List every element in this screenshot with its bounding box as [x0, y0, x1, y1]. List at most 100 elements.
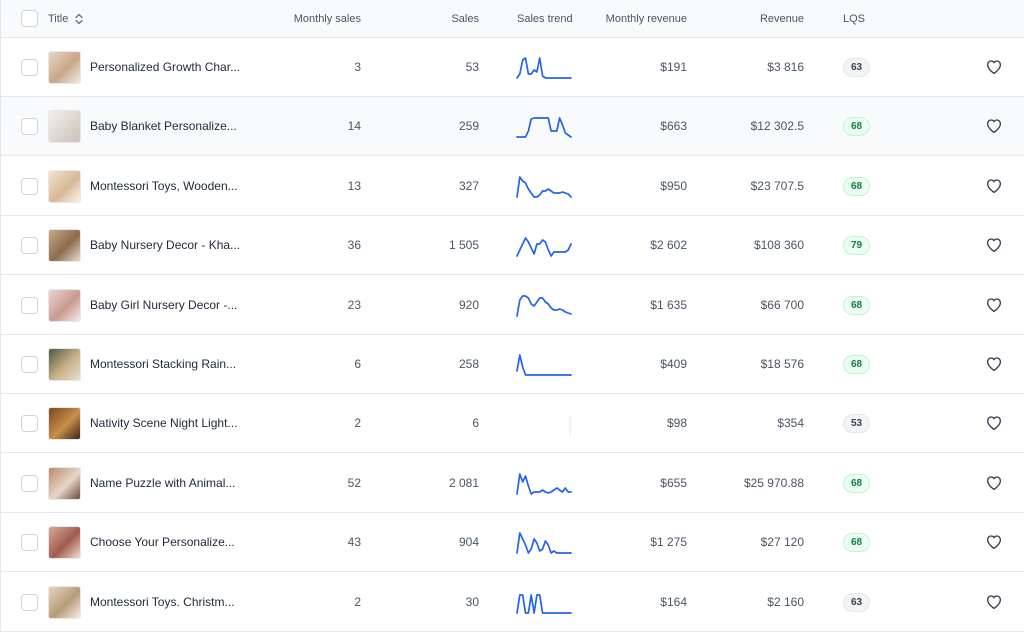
- sparkline-path: [516, 532, 572, 555]
- monthly-sales-value: 43: [347, 535, 361, 550]
- sales-value: 258: [458, 357, 479, 371]
- monthly-sales-value: 13: [347, 178, 361, 193]
- select-all-checkbox[interactable]: [21, 10, 38, 27]
- revenue-value: $354: [777, 416, 804, 431]
- product-thumbnail[interactable]: [48, 466, 81, 500]
- sort-icon[interactable]: [75, 13, 84, 25]
- product-thumbnail[interactable]: [48, 110, 81, 144]
- table-row[interactable]: Baby Girl Nursery Decor -... 23 920 $1 635 $…: [1, 275, 1024, 335]
- lqs-column-header[interactable]: LQS: [843, 13, 866, 25]
- sales-trend-sparkline: [516, 57, 572, 79]
- row-checkbox[interactable]: [21, 177, 38, 195]
- table-row[interactable]: Baby Blanket Personalize... 14 259 $663 $12 …: [1, 97, 1024, 157]
- sales-trend-sparkline: [516, 472, 572, 495]
- product-thumbnail[interactable]: [48, 169, 81, 203]
- sales-value: 327: [458, 178, 479, 193]
- row-checkbox[interactable]: [21, 474, 38, 492]
- sales-column-header[interactable]: Sales: [451, 13, 479, 25]
- revenue-value: $27 120: [760, 535, 804, 550]
- sales-trend-sparkline: [516, 354, 572, 376]
- table-row[interactable]: Montessori Toys, Wooden... 13 327 $950 $23 7…: [1, 156, 1024, 216]
- heart-icon[interactable]: [985, 58, 1003, 76]
- monthly-sales-value: 36: [347, 238, 361, 253]
- table-row[interactable]: Montessori Toys. Christm... 2 30 $164 $2 160…: [1, 572, 1024, 632]
- sparkline-path: [516, 472, 572, 495]
- product-thumbnail[interactable]: [48, 407, 81, 441]
- product-title[interactable]: Choose Your Personalize...: [90, 535, 235, 550]
- product-thumbnail[interactable]: [48, 51, 81, 84]
- sales-trend-sparkline: [516, 593, 572, 614]
- heart-icon[interactable]: [985, 474, 1003, 492]
- product-title[interactable]: Baby Girl Nursery Decor -...: [90, 297, 238, 312]
- monthly-revenue-column-header[interactable]: Monthly revenue: [605, 13, 687, 25]
- row-checkbox[interactable]: [21, 237, 38, 255]
- product-title[interactable]: Baby Blanket Personalize...: [90, 119, 237, 134]
- product-title[interactable]: Name Puzzle with Animal...: [90, 475, 236, 490]
- product-thumbnail[interactable]: [48, 229, 81, 263]
- heart-icon[interactable]: [985, 117, 1003, 135]
- table-row[interactable]: Montessori Stacking Rain... 6 258 $409 $18 5…: [1, 335, 1024, 394]
- product-title[interactable]: Montessori Toys, Wooden...: [90, 178, 238, 193]
- sparkline-path: [516, 294, 572, 317]
- product-thumbnail[interactable]: [48, 585, 81, 619]
- sales-trend-sparkline: [569, 416, 571, 437]
- monthly-revenue-value: $2 602: [650, 238, 687, 253]
- table-row[interactable]: Personalized Growth Char... 3 53 $191 $3 816…: [1, 38, 1024, 97]
- heart-icon[interactable]: [985, 593, 1003, 611]
- monthly-revenue-value: $1 635: [650, 297, 687, 312]
- heart-icon[interactable]: [985, 236, 1003, 254]
- heart-icon[interactable]: [985, 355, 1003, 373]
- sparkline-path: [516, 175, 572, 198]
- monthly-sales-column-header[interactable]: Monthly sales: [293, 13, 361, 25]
- product-title[interactable]: Baby Nursery Decor - Kha...: [90, 238, 241, 253]
- sales-trend-column-header: Sales trend: [517, 13, 573, 25]
- heart-icon[interactable]: [985, 533, 1003, 551]
- row-checkbox[interactable]: [21, 534, 38, 552]
- revenue-column-header[interactable]: Revenue: [759, 13, 804, 25]
- product-title[interactable]: Nativity Scene Night Light...: [90, 416, 238, 431]
- sparkline-path: [516, 57, 572, 79]
- monthly-revenue-value: $409: [660, 357, 687, 371]
- lqs-badge: 68: [843, 473, 870, 493]
- table-row[interactable]: Baby Nursery Decor - Kha... 36 1 505 $2 602…: [1, 216, 1024, 276]
- lqs-badge: 79: [843, 236, 870, 256]
- sales-value: 6: [472, 416, 479, 431]
- sales-trend-sparkline: [516, 532, 572, 555]
- heart-icon[interactable]: [985, 414, 1003, 432]
- sales-trend-sparkline: [516, 237, 572, 258]
- product-title[interactable]: Montessori Toys. Christm...: [90, 594, 235, 609]
- row-checkbox[interactable]: [21, 296, 38, 314]
- product-thumbnail[interactable]: [48, 526, 81, 560]
- monthly-revenue-value: $164: [660, 594, 687, 609]
- sales-value: 1 505: [448, 238, 479, 253]
- monthly-revenue-value: $950: [660, 178, 687, 193]
- product-title[interactable]: Montessori Stacking Rain...: [90, 357, 237, 371]
- row-checkbox[interactable]: [21, 118, 38, 136]
- monthly-revenue-value: $191: [660, 60, 687, 74]
- row-checkbox[interactable]: [21, 356, 38, 373]
- lqs-badge: 68: [843, 295, 870, 315]
- title-header-label: Title: [48, 13, 69, 25]
- heart-icon[interactable]: [985, 296, 1003, 314]
- table-row[interactable]: Name Puzzle with Animal... 52 2 081 $655 $25…: [1, 453, 1024, 513]
- product-thumbnail[interactable]: [48, 348, 81, 381]
- monthly-sales-value: 23: [347, 297, 361, 312]
- sales-value: 53: [465, 60, 479, 74]
- row-checkbox[interactable]: [21, 415, 38, 433]
- table-row[interactable]: Choose Your Personalize... 43 904 $1 275 $27…: [1, 513, 1024, 573]
- lqs-badge: 53: [843, 414, 870, 434]
- revenue-value: $66 700: [760, 297, 804, 312]
- row-checkbox[interactable]: [21, 59, 38, 76]
- table-header: Title Monthly sales Sales Sales trend Mo…: [1, 0, 1024, 38]
- product-thumbnail[interactable]: [48, 288, 81, 322]
- title-column-header[interactable]: Title: [48, 0, 84, 38]
- revenue-value: $3 816: [767, 60, 804, 74]
- lqs-badge: 68: [843, 533, 870, 553]
- product-title[interactable]: Personalized Growth Char...: [90, 60, 241, 74]
- revenue-value: $2 160: [767, 594, 804, 609]
- sales-value: 920: [458, 297, 479, 312]
- heart-icon[interactable]: [985, 177, 1003, 195]
- table-row[interactable]: Nativity Scene Night Light... 2 6 $98 $354 53: [1, 394, 1024, 454]
- row-checkbox[interactable]: [21, 593, 38, 611]
